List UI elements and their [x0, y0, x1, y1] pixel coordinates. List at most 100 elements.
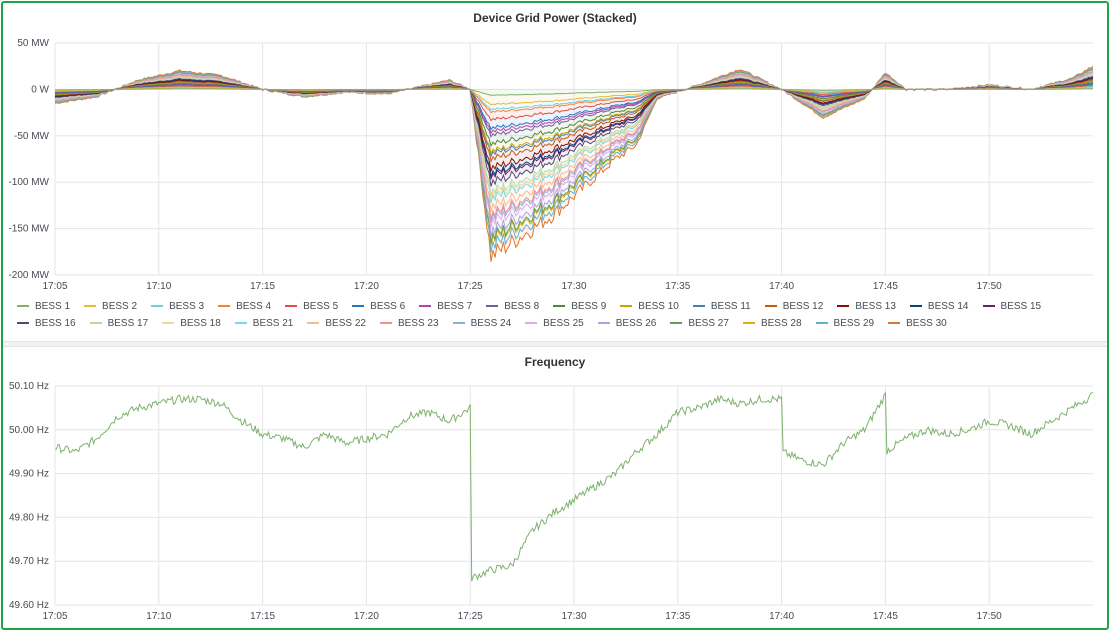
legend-item-bess-12[interactable]: BESS 12 — [764, 299, 824, 313]
frequency-x-tick-label: 17:05 — [42, 611, 67, 622]
frequency-panel: Frequency 50.10 Hz 50.00 Hz 49.90 Hz 49.80 … — [3, 347, 1107, 628]
legend-swatch — [151, 305, 164, 307]
power-y-tick-label: 0 W — [31, 84, 49, 95]
legend-swatch — [909, 305, 922, 307]
legend-swatch — [162, 322, 175, 324]
legend-label: BESS 22 — [325, 317, 366, 329]
frequency-grid — [54, 385, 1093, 606]
frequency-x-tick-label: 17:35 — [665, 611, 690, 622]
power-x-tick-label: 17:50 — [977, 281, 1002, 292]
power-series-areas — [54, 66, 1094, 262]
legend-item-bess-1[interactable]: BESS 1 — [17, 299, 70, 313]
legend-swatch — [742, 322, 755, 324]
legend-item-bess-5[interactable]: BESS 5 — [285, 299, 338, 313]
legend-swatch — [234, 322, 247, 324]
power-y-tick-label: -200 MW — [8, 270, 49, 281]
legend-label: BESS 5 — [303, 300, 339, 312]
legend-label: BESS 24 — [470, 317, 512, 329]
power-line-bess-1 — [55, 88, 1093, 96]
legend-item-bess-16[interactable]: BESS 16 — [17, 316, 76, 330]
legend-swatch — [307, 322, 320, 324]
frequency-y-tick-label: 49.80 Hz — [9, 512, 49, 523]
legend-swatch — [553, 305, 566, 307]
legend-item-bess-4[interactable]: BESS 4 — [218, 299, 271, 313]
legend-item-bess-28[interactable]: BESS 28 — [742, 316, 802, 330]
legend-swatch — [888, 322, 901, 324]
frequency-x-tick-label: 17:15 — [250, 611, 275, 622]
legend-item-bess-14[interactable]: BESS 14 — [909, 299, 969, 313]
legend-swatch — [692, 305, 705, 307]
power-x-tick-label: 17:20 — [354, 281, 379, 292]
frequency-x-tick-label: 17:10 — [146, 611, 171, 622]
legend-item-bess-11[interactable]: BESS 11 — [692, 299, 751, 313]
legend-item-bess-24[interactable]: BESS 24 — [452, 316, 512, 330]
power-y-tick-label: 50 MW — [17, 38, 49, 49]
legend-label: BESS 6 — [370, 300, 406, 312]
legend-item-bess-23[interactable]: BESS 23 — [379, 316, 439, 330]
legend-swatch — [670, 322, 683, 324]
legend-item-bess-17[interactable]: BESS 17 — [89, 316, 149, 330]
power-x-tick-label: 17:40 — [769, 281, 794, 292]
legend-label: BESS 18 — [180, 317, 221, 329]
frequency-x-tick-label: 17:50 — [977, 611, 1002, 622]
legend-label: BESS 16 — [35, 317, 76, 329]
legend-label: BESS 27 — [688, 317, 729, 329]
frequency-y-tick-label: 49.60 Hz — [9, 600, 49, 611]
frequency-x-tick-label: 17:40 — [769, 611, 794, 622]
legend-label: BESS 1 — [35, 300, 71, 312]
power-x-tick-label: 17:45 — [873, 281, 898, 292]
legend-label: BESS 29 — [833, 317, 875, 329]
legend-swatch — [89, 322, 102, 324]
legend-item-bess-25[interactable]: BESS 25 — [525, 316, 584, 330]
power-y-tick-label: -50 MW — [14, 131, 50, 142]
frequency-chart: 50.10 Hz 50.00 Hz 49.90 Hz 49.80 Hz 49.70 Hz… — [9, 381, 1094, 622]
frequency-line — [54, 391, 1094, 582]
legend-item-bess-30[interactable]: BESS 30 — [888, 316, 947, 330]
frequency-x-tick-label: 17:45 — [873, 611, 898, 622]
legend-label: BESS 26 — [615, 317, 657, 329]
legend-item-bess-18[interactable]: BESS 18 — [162, 316, 221, 330]
legend-item-bess-6[interactable]: BESS 6 — [352, 299, 405, 313]
legend-label: BESS 28 — [760, 317, 802, 329]
power-x-tick-label: 17:15 — [250, 281, 275, 292]
legend-swatch — [352, 305, 365, 307]
legend-item-bess-8[interactable]: BESS 8 — [486, 299, 539, 313]
power-x-tick-label: 17:25 — [458, 281, 483, 292]
legend-label: BESS 11 — [710, 300, 751, 312]
legend-item-bess-3[interactable]: BESS 3 — [151, 299, 204, 313]
legend-item-bess-22[interactable]: BESS 22 — [307, 316, 366, 330]
power-chart: 50 MW 0 W -50 MW -100 MW -150 MW -200 MW17:05… — [8, 38, 1094, 292]
legend-label: BESS 10 — [638, 300, 679, 312]
legend-swatch — [17, 305, 29, 307]
power-panel: Device Grid Power (Stacked) 50 MW 0 W -50 … — [3, 3, 1107, 341]
power-x-tick-label: 17:10 — [146, 281, 171, 292]
legend-item-bess-10[interactable]: BESS 10 — [620, 299, 679, 313]
legend-swatch — [452, 322, 465, 324]
legend-label: BESS 13 — [855, 300, 896, 312]
legend-label: BESS 7 — [437, 300, 473, 312]
legend-item-bess-7[interactable]: BESS 7 — [419, 299, 472, 313]
legend-item-bess-21[interactable]: BESS 21 — [234, 316, 293, 330]
legend-swatch — [84, 305, 97, 307]
legend-swatch — [486, 305, 499, 307]
legend-label: BESS 25 — [543, 317, 584, 329]
legend-label: BESS 17 — [107, 317, 149, 329]
legend-label: BESS 3 — [169, 300, 205, 312]
legend-item-bess-27[interactable]: BESS 27 — [670, 316, 729, 330]
power-chart-title: Device Grid Power (Stacked) — [473, 11, 637, 25]
legend-label: BESS 4 — [236, 300, 272, 312]
legend-item-bess-13[interactable]: BESS 13 — [837, 299, 896, 313]
legend-swatch — [379, 322, 392, 324]
power-x-tick-label: 17:05 — [42, 281, 67, 292]
legend-item-bess-9[interactable]: BESS 9 — [553, 299, 606, 313]
legend-item-bess-26[interactable]: BESS 26 — [597, 316, 657, 330]
legend-item-bess-2[interactable]: BESS 2 — [84, 299, 137, 313]
legend-item-bess-29[interactable]: BESS 29 — [815, 316, 875, 330]
power-area-bess-2 — [55, 87, 1093, 105]
power-x-tick-label: 17:35 — [665, 281, 690, 292]
legend-label: BESS 12 — [782, 300, 824, 312]
legend-label: BESS 2 — [102, 300, 138, 312]
power-grid — [54, 42, 1093, 276]
legend-item-bess-15[interactable]: BESS 15 — [982, 299, 1041, 313]
